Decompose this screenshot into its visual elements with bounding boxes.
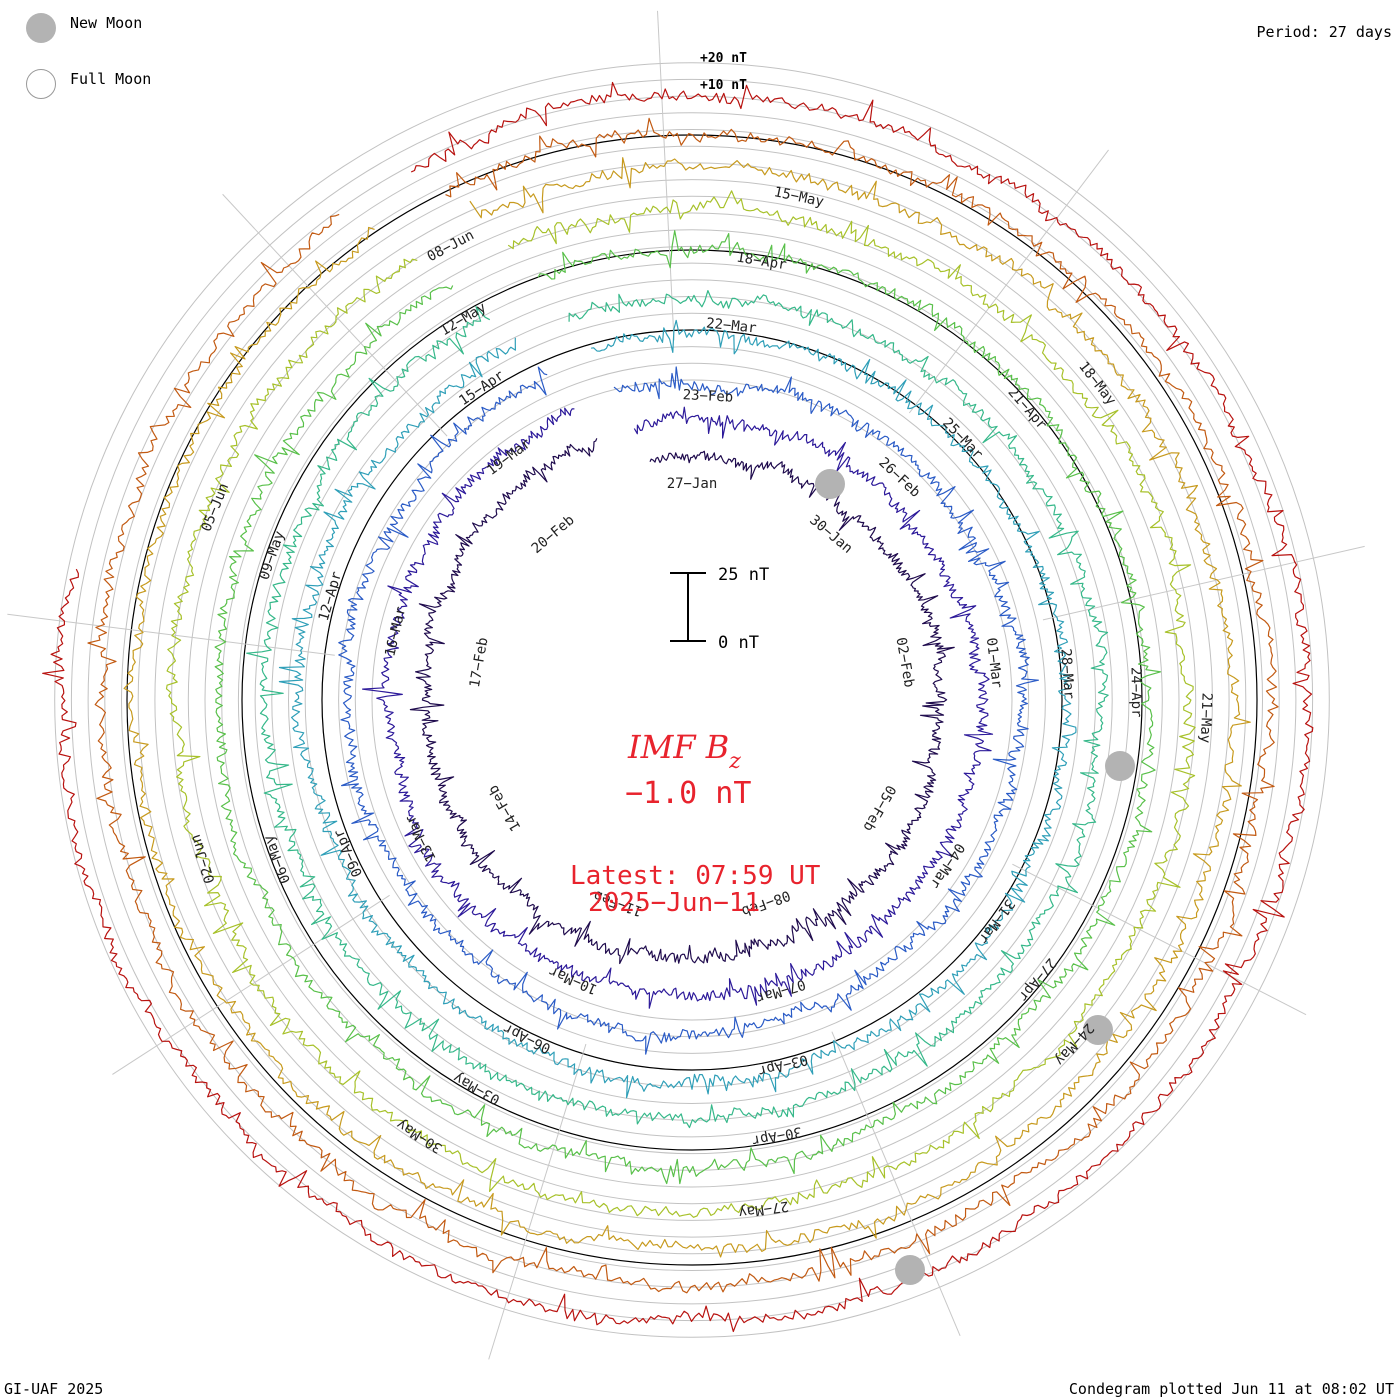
ring-baseline — [321, 329, 1063, 1071]
data-traces — [42, 81, 1314, 1333]
ring-guide — [237, 245, 1147, 1155]
date-label-4-3: 24−Apr — [1127, 667, 1144, 718]
radial-spoke — [1042, 545, 1365, 621]
new-moon-marker — [895, 1255, 925, 1285]
date-label-5-6: 30−May — [394, 1116, 445, 1156]
scale-bar-top-label: 25 nT — [718, 565, 769, 585]
new-moon-marker — [815, 469, 845, 499]
ring-guide — [70, 78, 1314, 1322]
ring-guide — [154, 162, 1230, 1238]
ring-guide — [137, 145, 1247, 1255]
date-label-2-1: 23−Feb — [682, 387, 733, 406]
ref-level-10-label: +10 nT — [700, 78, 747, 93]
trace-series-4 — [278, 319, 1077, 1099]
radial-spokes — [7, 10, 1365, 1360]
quantity-title: IMF Bz — [627, 728, 741, 774]
trace-series-3 — [338, 366, 1039, 1055]
date-label-3-1: 22−Mar — [705, 315, 757, 336]
ring-guide — [254, 262, 1130, 1138]
current-value: −1.0 nT — [625, 776, 751, 811]
date-label-4-4: 27−Apr — [1015, 955, 1059, 1004]
ring-guide — [187, 195, 1197, 1205]
ring-baseline — [241, 249, 1143, 1151]
date-label-5-9: 08−Jun — [425, 227, 477, 265]
trace-series-8 — [123, 157, 1251, 1258]
date-label-2-8: 16−Mar — [382, 605, 409, 658]
date-label-5-8: 05−Jun — [199, 481, 233, 534]
ring-guide — [288, 296, 1096, 1104]
full-moon-legend-label: Full Moon — [70, 70, 152, 88]
ring-guide — [204, 212, 1180, 1188]
date-labels: 27−Jan30−Jan02−Feb05−Feb08−Feb11−Feb14−F… — [188, 184, 1215, 1220]
trace-series-9 — [87, 117, 1279, 1294]
full-moon-legend-icon — [26, 69, 56, 99]
new-moon-marker — [1083, 1015, 1113, 1045]
date-label-4-8: 09−May — [256, 529, 288, 582]
new-moon-legend-icon — [26, 13, 56, 43]
latest-date: 2025−Jun−11 — [588, 888, 760, 918]
new-moon-legend-label: New Moon — [70, 14, 143, 32]
radial-spoke — [112, 894, 390, 1075]
date-label-5-1: 15−May — [772, 184, 825, 210]
ring-guide — [338, 346, 1046, 1054]
moon-markers — [815, 469, 1135, 1285]
ref-level-20-label: +20 nT — [700, 51, 747, 66]
date-label-3-2: 25−Mar — [939, 415, 986, 462]
radial-spoke — [657, 10, 675, 341]
ring-guide — [271, 279, 1113, 1121]
date-label-5-5: 27−May — [737, 1198, 789, 1221]
date-label-1-1: 27−Jan — [667, 476, 718, 492]
ring-guide — [54, 62, 1330, 1338]
latest-time: Latest: 07:59 UT — [570, 861, 821, 891]
trace-series-10 — [42, 81, 1314, 1333]
radial-spoke — [908, 149, 1109, 414]
date-label-1-9: 20−Feb — [529, 512, 578, 557]
radial-spoke — [7, 613, 335, 656]
trace-series-7 — [165, 190, 1196, 1218]
ring-guide — [121, 129, 1263, 1271]
new-moon-marker — [1105, 751, 1135, 781]
date-label-1-3: 02−Feb — [892, 636, 917, 689]
date-label-1-7: 14−Feb — [485, 782, 524, 834]
date-label-1-8: 17−Feb — [467, 636, 492, 689]
date-label-5-3: 21−May — [1197, 692, 1215, 743]
footer-plot-time: Condegram plotted Jun 11 at 08:02 UT — [1068, 1380, 1394, 1398]
date-label-3-3: 28−Mar — [1057, 648, 1076, 700]
date-label-2-6: 10−Mar — [547, 963, 600, 997]
date-label-2-4: 04−Mar — [926, 840, 967, 891]
ring-guide — [87, 95, 1297, 1305]
ring-guide — [221, 229, 1163, 1171]
radial-spoke — [831, 1031, 961, 1336]
radial-spoke — [488, 1043, 587, 1360]
date-label-1-4: 05−Feb — [859, 782, 898, 834]
ring-guide — [371, 379, 1013, 1021]
ring-guide — [354, 362, 1030, 1038]
date-label-3-8: 12−Apr — [316, 570, 345, 623]
date-label-2-3: 01−Mar — [983, 637, 1005, 689]
trace-series-1 — [409, 438, 955, 965]
date-label-4-2: 21−Apr — [1004, 384, 1049, 433]
radial-spoke — [222, 193, 448, 437]
trace-series-2 — [362, 406, 994, 1009]
date-label-4-5: 30−Apr — [750, 1123, 803, 1148]
footer-credit: GI-UAF 2025 — [4, 1380, 104, 1398]
date-label-2-7: 13−Mar — [403, 812, 440, 864]
trace-series-6 — [214, 230, 1162, 1185]
radial-spoke — [1012, 863, 1307, 1016]
date-label-3-6: 06−Apr — [501, 1020, 553, 1057]
period-label: Period: 27 days — [1256, 23, 1392, 41]
ring-guide — [104, 112, 1280, 1288]
scale-bar: 25 nT 0 nT — [670, 565, 769, 653]
trace-series-5 — [246, 290, 1109, 1129]
scale-bar-bottom-label: 0 nT — [718, 633, 759, 653]
date-label-4-1: 18−Apr — [735, 250, 787, 274]
